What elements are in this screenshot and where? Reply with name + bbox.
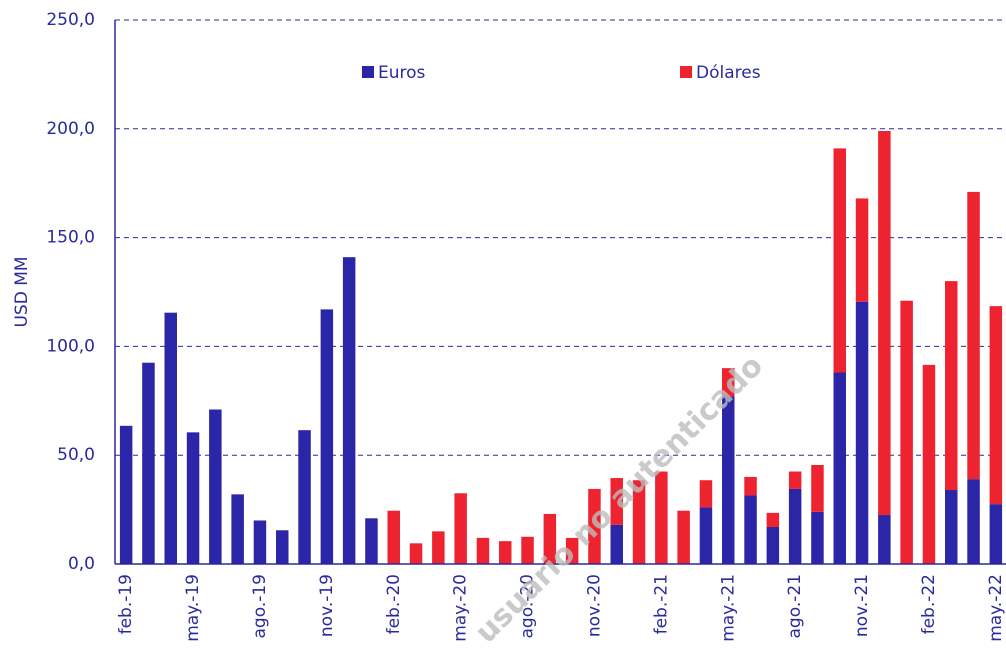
bar [922,364,936,564]
y-tick-label: 100,0 [46,336,95,356]
legend-swatch [362,66,374,78]
bar [945,490,958,564]
bar [164,312,177,564]
bar [186,432,200,564]
bar [409,543,423,564]
bar [543,513,557,564]
y-tick-label: 150,0 [46,228,95,248]
x-tick-label: nov.-20 [584,574,604,637]
bar [499,541,512,564]
bar [878,515,891,564]
bar [811,511,824,564]
bar [521,536,534,564]
bar [811,464,824,512]
bar [387,510,400,564]
bar [119,425,133,564]
bar [655,471,668,564]
bar [432,531,445,564]
y-axis-label: USD MM [12,256,32,327]
x-tick-label: may.-20 [451,574,471,642]
bar [365,518,378,564]
bar [878,130,891,516]
bar [833,372,846,564]
bar [632,480,646,564]
x-tick-label: may.-19 [183,574,203,642]
bar [900,300,913,564]
bar [945,281,958,491]
x-tick-label: feb.-19 [116,574,136,634]
bar [722,368,735,397]
bar [253,520,267,564]
bar [766,512,780,528]
y-tick-label: 200,0 [46,119,95,139]
bar [722,396,735,564]
bar [855,301,869,564]
bar [231,494,244,564]
x-tick-label: ago.-20 [518,574,538,638]
bar [342,257,356,564]
x-tick-label: may.-22 [986,574,1006,642]
bar [610,524,623,564]
bar [967,479,980,564]
bar [788,488,802,564]
bar [298,430,311,564]
x-tick-label: nov.-19 [317,574,337,637]
bar [209,409,222,564]
bar [588,488,601,564]
bar [565,537,579,564]
bar [989,306,1003,505]
bar [855,198,869,302]
bar [476,537,490,564]
x-tick-label: ago.-21 [785,574,805,638]
bar [276,530,289,564]
y-tick-label: 250,0 [46,10,95,30]
x-tick-label: feb.-20 [384,574,404,634]
bar [744,476,757,496]
bar [610,478,623,525]
x-tick-label: feb.-22 [919,574,939,634]
x-tick-label: feb.-21 [651,574,671,634]
bar [699,507,713,564]
legend-swatch [680,66,692,78]
x-tick-label: ago.-19 [250,574,270,638]
bar [320,309,334,564]
bar [454,493,467,564]
x-tick-label: may.-21 [718,574,738,642]
bar [744,495,757,564]
bar [699,480,713,508]
bar [967,191,980,480]
bar [833,148,846,373]
legend-label: Dólares [696,63,761,83]
y-tick-label: 0,0 [68,554,95,574]
x-tick-label: nov.-21 [852,574,872,637]
bar [989,504,1003,564]
bar [766,527,780,564]
legend-label: Euros [378,63,426,83]
y-tick-label: 50,0 [57,445,95,465]
bar [788,471,802,489]
bar [677,510,690,564]
bar [142,362,155,564]
